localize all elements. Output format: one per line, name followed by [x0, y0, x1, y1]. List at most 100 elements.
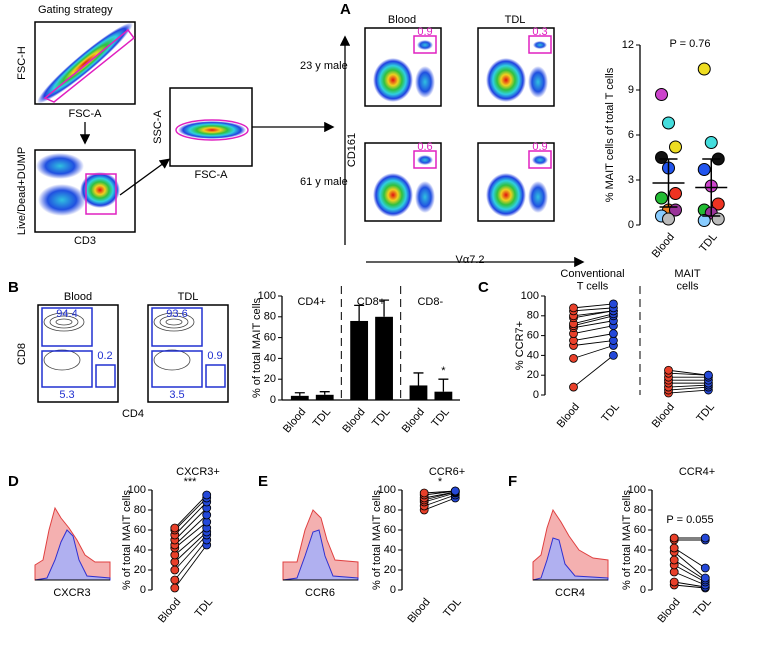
x-tick-label: TDL	[429, 406, 452, 430]
y-axis-label: % of total MAIT cells	[621, 489, 633, 590]
y-tick-label: 0	[140, 584, 146, 596]
y-tick-label: 12	[622, 39, 634, 51]
y-tick-label: 6	[628, 129, 634, 141]
y-tick-label: 60	[384, 524, 396, 536]
bar	[434, 392, 452, 400]
data-point	[665, 366, 673, 374]
data-point	[570, 383, 578, 391]
x-tick-label: Blood	[555, 401, 582, 430]
data-point	[701, 564, 709, 572]
data-point	[670, 188, 682, 200]
data-point	[701, 534, 709, 542]
bar	[316, 395, 334, 400]
axis-label: CD3	[74, 235, 96, 247]
x-tick-label: Blood	[400, 406, 427, 435]
data-point	[609, 351, 617, 359]
data-point	[570, 304, 578, 312]
error-bar	[438, 379, 448, 391]
data-point	[670, 141, 682, 153]
data-point	[570, 354, 578, 362]
data-point	[670, 578, 678, 586]
y-axis-label: % of total MAIT cells	[251, 297, 263, 398]
y-tick-label: 3	[628, 174, 634, 186]
data-point	[670, 544, 678, 552]
y-axis-label: % of total MAIT cells	[121, 489, 133, 590]
y-tick-label: 9	[628, 84, 634, 96]
y-tick-label: 60	[264, 332, 276, 344]
y-tick-label: 20	[527, 369, 539, 381]
x-tick-label: TDL	[193, 596, 216, 620]
gate-value: 93.6	[166, 308, 187, 320]
column-label: TDL	[505, 14, 526, 26]
annotation: ***	[184, 476, 198, 488]
group-label: MAITcells	[674, 268, 701, 293]
pair-line	[669, 390, 709, 393]
panel-label: C	[478, 279, 489, 296]
x-tick-label: TDL	[697, 231, 720, 255]
y-tick-label: 60	[134, 524, 146, 536]
error-bar	[413, 373, 423, 385]
data-point	[609, 300, 617, 308]
y-tick-label: 60	[527, 330, 539, 342]
pair-line	[175, 495, 207, 528]
y-tick-label: 40	[527, 349, 539, 361]
y-tick-label: 80	[384, 504, 396, 516]
panel-label: A	[340, 1, 351, 18]
y-tick-label: 0	[390, 584, 396, 596]
x-tick-label: Blood	[405, 596, 432, 625]
axis-label: CXCR3	[53, 587, 90, 599]
data-point	[705, 137, 717, 149]
axis-label: Vα7.2	[456, 254, 485, 266]
y-tick-label: 20	[134, 564, 146, 576]
y-tick-label: 80	[134, 504, 146, 516]
panel-label: D	[8, 473, 19, 490]
data-point	[704, 371, 712, 379]
axis-label: FSC-H	[16, 46, 28, 80]
y-tick-label: 80	[527, 310, 539, 322]
column-label: Blood	[64, 291, 92, 303]
axis-label: SSC-A	[152, 110, 164, 144]
y-tick-label: 0	[640, 584, 646, 596]
error-bar	[320, 392, 330, 395]
chart-title: CCR6+	[429, 466, 465, 478]
y-tick-label: 60	[634, 524, 646, 536]
y-tick-label: 80	[264, 311, 276, 323]
data-point	[701, 574, 709, 582]
pair-line	[574, 341, 614, 346]
data-point	[656, 152, 668, 164]
axis-label: FSC-A	[195, 169, 229, 181]
data-point	[663, 117, 675, 129]
pair-line	[175, 532, 207, 562]
axis-label: Live/Dead+DUMP	[16, 147, 28, 235]
gate-value: 0.9	[417, 26, 432, 38]
axis-label: CCR4	[555, 587, 585, 599]
data-point	[670, 534, 678, 542]
data-point	[698, 63, 710, 75]
gate-value: 0.9	[207, 350, 222, 362]
y-tick-label: 40	[264, 352, 276, 364]
x-tick-label: Blood	[281, 406, 308, 435]
x-tick-label: Blood	[650, 231, 677, 260]
annotation: *	[441, 365, 446, 377]
pair-line	[574, 308, 614, 311]
annotation: *	[438, 476, 443, 488]
pair-line	[574, 355, 614, 387]
gate-value: 94.4	[56, 308, 77, 320]
bar	[375, 317, 393, 400]
error-bar	[295, 393, 305, 396]
data-point	[171, 566, 179, 574]
column-label: Blood	[388, 14, 416, 26]
bar	[350, 321, 368, 400]
flow-plot	[170, 88, 252, 166]
axis-label: CCR6	[305, 587, 335, 599]
gate-value: 0.3	[532, 26, 547, 38]
group-label: ConventionalT cells	[560, 268, 624, 293]
data-point	[698, 164, 710, 176]
axis-label: CD4	[122, 408, 144, 420]
panel-label: B	[8, 279, 19, 296]
y-tick-label: 80	[634, 504, 646, 516]
data-point	[171, 576, 179, 584]
pair-line	[669, 385, 709, 387]
flow-plot	[35, 150, 135, 232]
